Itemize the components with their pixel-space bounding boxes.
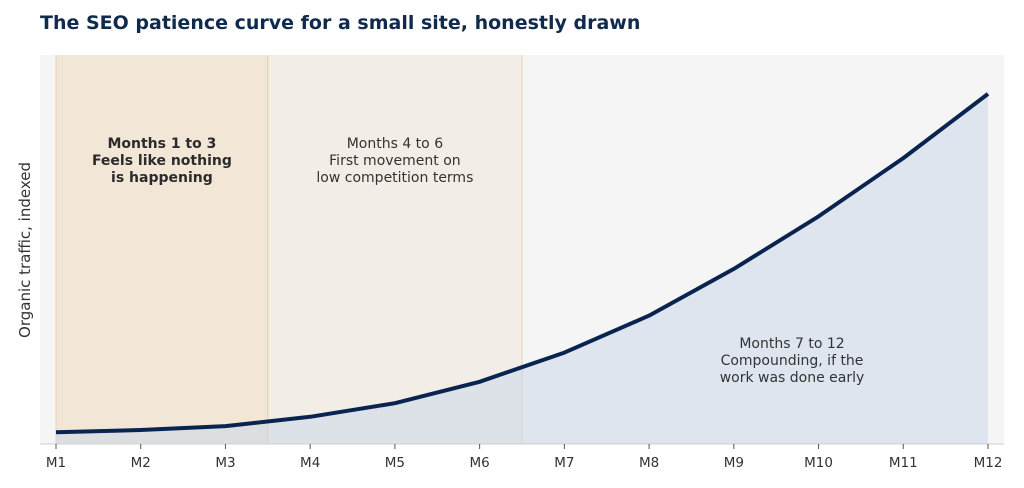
phase-bands [55,55,523,444]
phase-annotation-line: Feels like nothing [92,153,232,169]
traffic-area [56,93,988,445]
phase-annotation-line: Months 1 to 3 [107,136,216,152]
x-tick-label: M7 [554,455,574,471]
x-tick-label: M9 [724,455,744,471]
phase-annotation-line: Compounding, if the [721,353,864,369]
phase-annotation-line: Months 7 to 12 [739,336,844,352]
phase-band [56,55,268,444]
chart-title: The SEO patience curve for a small site,… [40,12,641,34]
traffic-line [55,92,990,435]
x-tick-label: M10 [804,455,833,471]
x-tick-label: M12 [974,455,1003,471]
x-tick-label: M1 [46,455,66,471]
phase-annotation-line: First movement on [329,153,461,169]
x-tick-label: M3 [215,455,235,471]
x-tick-label: M4 [300,455,320,471]
x-tick-label: M5 [385,455,405,471]
phase-annotation-line: low competition terms [316,170,473,186]
y-axis-label: Organic traffic, indexed [16,162,34,338]
x-tick-label: M8 [639,455,659,471]
phase-annotation-line: is happening [111,170,213,186]
phase-annotation-line: work was done early [720,370,865,386]
x-axis: M1 M2 M3 M4 M5 M6 M7 M8 M9 M10 M11 M12 [46,444,1003,471]
x-tick-label: M2 [131,455,151,471]
phase-annotation-line: Months 4 to 6 [347,136,443,152]
x-tick-label: M6 [470,455,490,471]
x-tick-label: M11 [889,455,918,471]
phase-band [267,55,522,444]
